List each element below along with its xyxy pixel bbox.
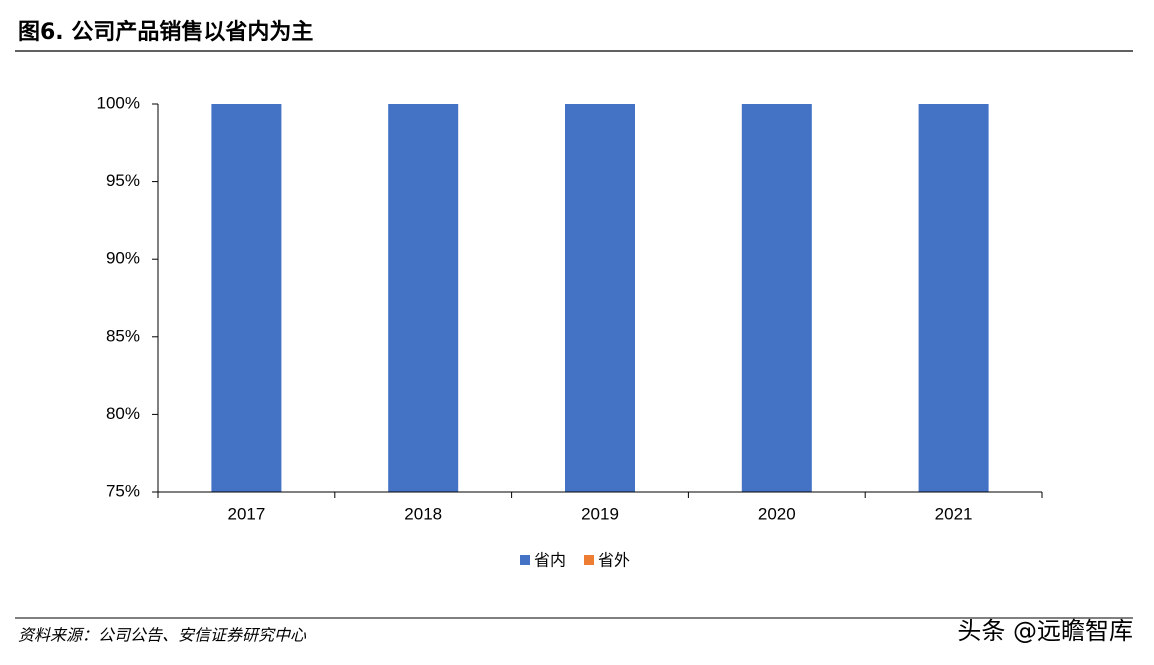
y-tick-label: 100%	[97, 93, 140, 112]
bar-segment	[211, 104, 282, 492]
source: 资料来源：公司公告、安信证券研究中心	[18, 626, 307, 645]
x-tick-label: 2019	[581, 504, 619, 523]
x-tick-label: 2020	[758, 504, 796, 523]
chart-title: 图6. 公司产品销售以省内为主	[18, 19, 313, 45]
y-tick-label: 75%	[106, 481, 140, 500]
bar-segment	[918, 104, 989, 492]
watermark: 头条 @远瞻智库	[957, 617, 1133, 645]
legend-label: 省内	[534, 551, 566, 570]
y-tick-label: 90%	[106, 249, 140, 268]
legend-label: 省外	[598, 551, 630, 570]
bar-segment	[565, 104, 635, 492]
x-tick-label: 2018	[404, 504, 442, 523]
legend-swatch	[584, 555, 594, 565]
y-tick-label: 85%	[106, 326, 140, 345]
bar-segment	[741, 104, 812, 492]
y-tick-label: 95%	[106, 171, 140, 190]
x-tick-label: 2021	[935, 504, 973, 523]
x-tick-label: 2017	[227, 504, 265, 523]
bar-segment	[388, 104, 459, 492]
legend-swatch	[520, 555, 530, 565]
y-tick-label: 80%	[106, 404, 140, 423]
